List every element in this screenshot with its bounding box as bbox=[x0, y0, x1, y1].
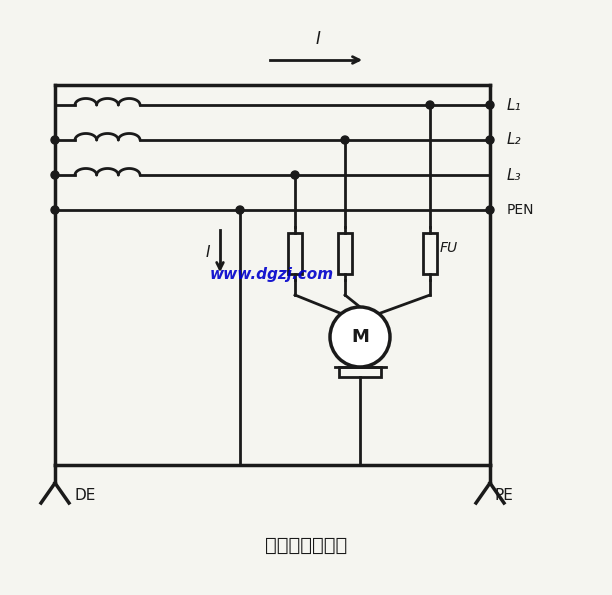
Text: www.dgzj.com: www.dgzj.com bbox=[210, 268, 334, 283]
Text: L₁: L₁ bbox=[507, 98, 521, 112]
Circle shape bbox=[51, 171, 59, 179]
Text: I: I bbox=[315, 30, 320, 48]
Circle shape bbox=[330, 307, 390, 367]
Circle shape bbox=[51, 206, 59, 214]
Circle shape bbox=[486, 101, 494, 109]
Bar bbox=[423, 233, 437, 274]
Text: M: M bbox=[351, 328, 369, 346]
Circle shape bbox=[341, 136, 349, 144]
Text: FU: FU bbox=[440, 242, 458, 255]
Circle shape bbox=[486, 206, 494, 214]
Circle shape bbox=[51, 136, 59, 144]
Circle shape bbox=[291, 171, 299, 179]
Text: L₃: L₃ bbox=[507, 168, 521, 183]
Circle shape bbox=[486, 136, 494, 144]
Text: PEN: PEN bbox=[507, 203, 534, 217]
Bar bbox=[338, 233, 352, 274]
Bar bbox=[288, 233, 302, 274]
Circle shape bbox=[236, 206, 244, 214]
Text: DE: DE bbox=[75, 487, 96, 503]
Text: L₂: L₂ bbox=[507, 133, 521, 148]
Circle shape bbox=[426, 101, 434, 109]
Text: 保护接零原理图: 保护接零原理图 bbox=[265, 536, 347, 555]
Text: I: I bbox=[206, 245, 210, 260]
Text: PE: PE bbox=[495, 487, 514, 503]
Bar bbox=[339, 367, 381, 377]
